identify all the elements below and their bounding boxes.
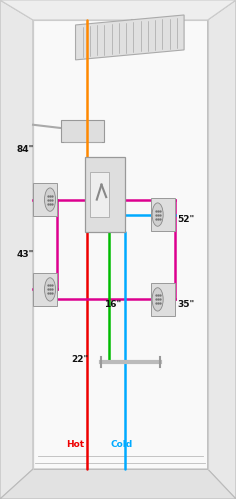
FancyBboxPatch shape <box>151 283 175 316</box>
Text: 43": 43" <box>17 250 34 259</box>
Text: 16": 16" <box>104 300 121 309</box>
Text: 35": 35" <box>177 300 194 309</box>
Text: 22": 22" <box>71 355 88 364</box>
Text: Cold: Cold <box>111 440 133 449</box>
Text: Hot: Hot <box>66 440 84 449</box>
FancyBboxPatch shape <box>33 184 57 216</box>
Polygon shape <box>33 20 208 469</box>
FancyBboxPatch shape <box>61 120 104 142</box>
Circle shape <box>152 203 163 226</box>
FancyBboxPatch shape <box>90 172 109 217</box>
Polygon shape <box>0 0 33 499</box>
Circle shape <box>45 188 55 211</box>
FancyBboxPatch shape <box>85 157 125 232</box>
Circle shape <box>152 288 163 311</box>
FancyBboxPatch shape <box>33 273 57 305</box>
Polygon shape <box>0 469 236 499</box>
Polygon shape <box>0 0 236 20</box>
Circle shape <box>45 278 55 301</box>
Text: 84": 84" <box>17 145 34 154</box>
Polygon shape <box>208 0 236 499</box>
Text: 52": 52" <box>177 215 194 224</box>
FancyBboxPatch shape <box>151 198 175 231</box>
Polygon shape <box>76 15 184 60</box>
